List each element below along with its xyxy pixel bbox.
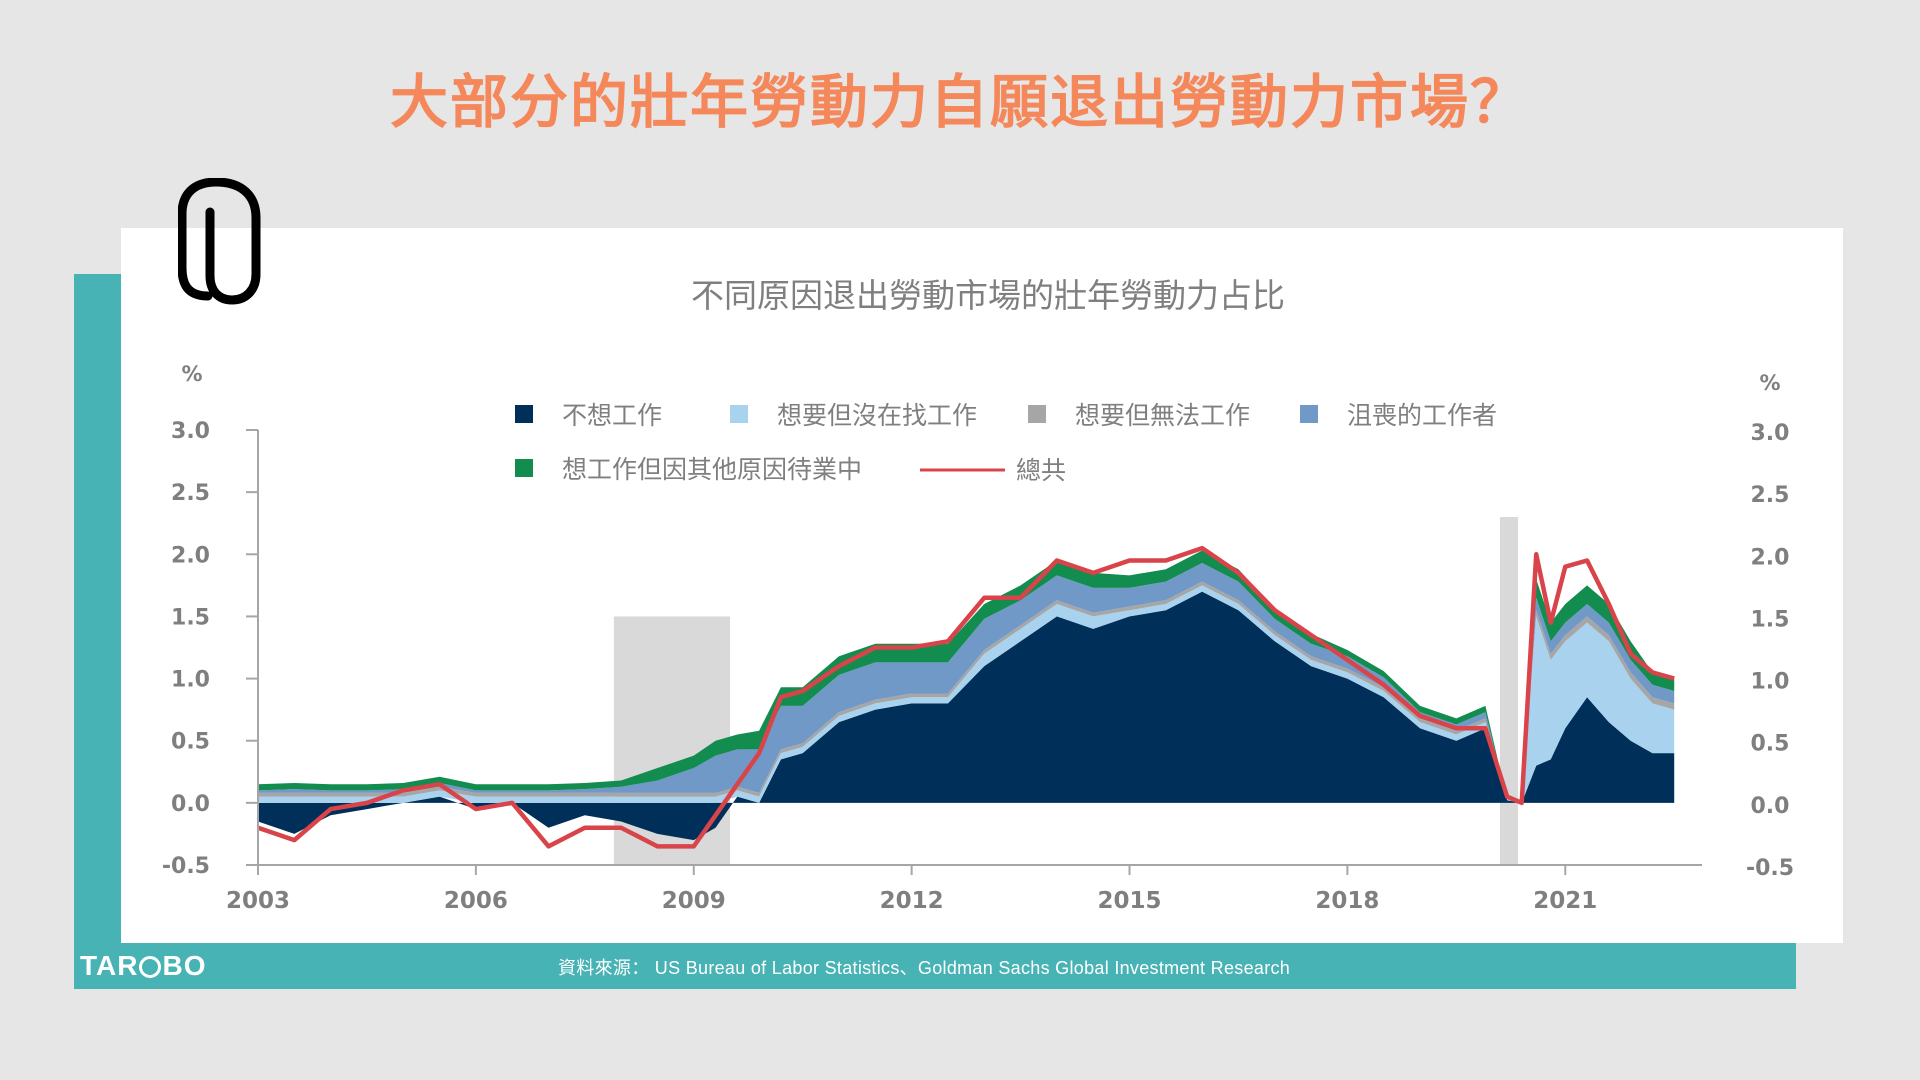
teal-accent-strip (74, 274, 122, 989)
x-tick-label: 2018 (1315, 888, 1379, 914)
paperclip-icon (178, 178, 261, 305)
y-tick-label-right: 0.0 (1751, 794, 1790, 819)
logo-circle-icon (139, 956, 162, 978)
y-axis-label-left: % (181, 362, 202, 386)
y-tick-label-left: 1.0 (171, 668, 210, 693)
logo-prefix: TAR (80, 950, 139, 981)
total-line (257, 545, 1675, 849)
chart-card (121, 228, 1843, 943)
y-tick-label-left: 2.0 (171, 543, 210, 568)
legend-swatch (1028, 405, 1046, 423)
x-tick-label: 2006 (444, 888, 508, 914)
legend-swatch (515, 459, 533, 477)
legend-swatch (515, 405, 533, 423)
legend-label: 想要但無法工作 (1075, 401, 1250, 430)
y-tick-label-right: 0.5 (1751, 732, 1790, 757)
y-tick-label-right: 2.0 (1751, 545, 1790, 570)
recession-shade (1499, 517, 1519, 865)
x-tick-label: 2012 (880, 888, 944, 914)
area-series (258, 591, 1675, 841)
x-tick-label: 2009 (662, 888, 726, 914)
legend-label: 沮喪的工作者 (1347, 401, 1497, 430)
y-tick-label-right: 1.5 (1751, 607, 1790, 632)
tarobo-logo: TAR BO (80, 950, 206, 982)
y-tick-label-left: 0.5 (171, 730, 210, 755)
legend-label: 總共 (1016, 456, 1066, 485)
y-tick-label-right: 1.0 (1751, 670, 1790, 695)
y-tick-label-right: 3.0 (1751, 421, 1790, 446)
y-tick-label-right: -0.5 (1746, 856, 1794, 881)
y-tick-label-left: 1.5 (171, 605, 210, 630)
logo-suffix: BO (162, 950, 207, 981)
legend-swatch (730, 405, 748, 423)
legend-label: 想要但沒在找工作 (777, 401, 977, 430)
source-bar (74, 943, 1796, 989)
y-axis-label-right: % (1759, 371, 1780, 395)
y-tick-label-left: -0.5 (162, 854, 210, 879)
y-tick-label-left: 2.5 (171, 481, 210, 506)
x-tick-label: 2015 (1098, 888, 1162, 914)
legend-label: 想工作但因其他原因待業中 (562, 455, 862, 484)
legend-swatch (1300, 405, 1318, 423)
x-tick-label: 2021 (1533, 888, 1597, 914)
y-tick-label-left: 0.0 (171, 792, 210, 817)
legend-label: 不想工作 (562, 401, 662, 430)
y-tick-label-right: 2.5 (1751, 483, 1790, 508)
x-tick-label: 2003 (226, 888, 290, 914)
page-title: 大部分的壯年勞動力自願退出勞動力市場？ (389, 68, 1530, 136)
chart-title: 不同原因退出勞動市場的壯年勞動力占比 (691, 276, 1285, 315)
source-note: 資料來源： US Bureau of Labor Statistics、Gold… (558, 958, 1291, 978)
y-tick-label-left: 3.0 (171, 419, 210, 444)
